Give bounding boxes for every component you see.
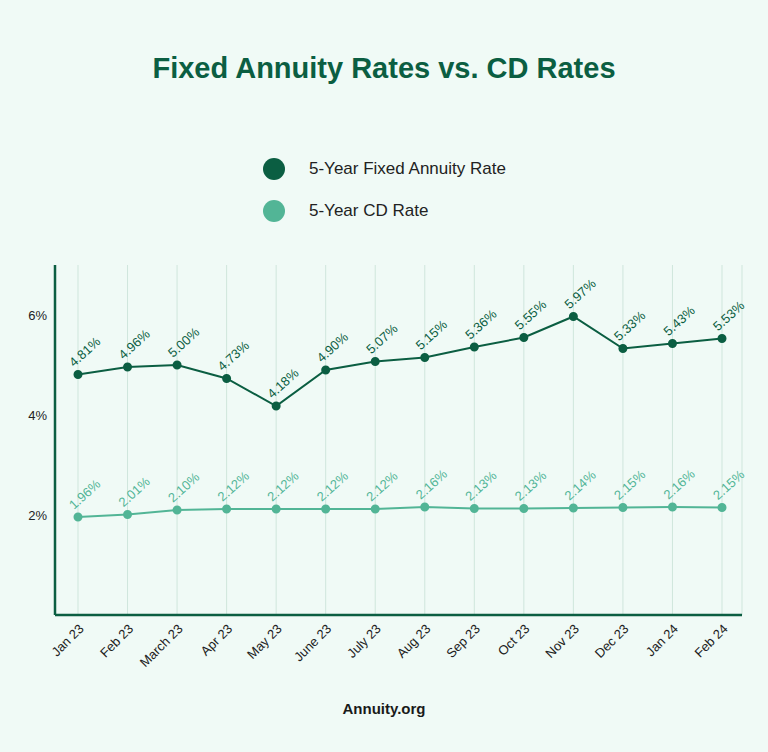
- svg-text:5.07%: 5.07%: [363, 321, 401, 357]
- svg-text:5.15%: 5.15%: [413, 317, 451, 353]
- svg-text:2.16%: 2.16%: [660, 466, 698, 502]
- html-text:5-Year Fixed Annuity Rate: 5-Year Fixed Annuity Rate: [309, 159, 506, 178]
- svg-text:6%: 6%: [28, 308, 47, 323]
- svg-text:4.81%: 4.81%: [66, 334, 104, 370]
- svg-text:June 23: June 23: [291, 621, 334, 664]
- svg-text:2%: 2%: [28, 508, 47, 523]
- svg-text:2.16%: 2.16%: [413, 466, 451, 502]
- svg-text:5.33%: 5.33%: [611, 308, 649, 344]
- svg-text:1.96%: 1.96%: [66, 476, 104, 512]
- svg-text:Feb 23: Feb 23: [97, 621, 136, 660]
- svg-text:Dec 23: Dec 23: [592, 621, 632, 661]
- svg-text:5.55%: 5.55%: [512, 297, 550, 333]
- html-text:Fixed Annuity Rates vs. CD Rat: Fixed Annuity Rates vs. CD Rates: [152, 52, 616, 84]
- svg-text:May 23: May 23: [244, 621, 285, 662]
- html-text:5-Year CD Rate: 5-Year CD Rate: [309, 201, 429, 220]
- svg-text:5.00%: 5.00%: [165, 324, 203, 360]
- svg-text:July 23: July 23: [344, 621, 384, 661]
- svg-text:5.36%: 5.36%: [462, 306, 500, 342]
- svg-text:2.13%: 2.13%: [512, 468, 550, 504]
- svg-text:Oct 23: Oct 23: [495, 621, 533, 659]
- svg-text:2.10%: 2.10%: [165, 469, 203, 505]
- svg-text:4.18%: 4.18%: [264, 365, 302, 401]
- svg-text:2.12%: 2.12%: [215, 468, 253, 504]
- svg-text:5.97%: 5.97%: [561, 276, 599, 312]
- svg-text:2.12%: 2.12%: [363, 468, 401, 504]
- svg-text:Aug 23: Aug 23: [394, 621, 434, 661]
- svg-text:Feb 24: Feb 24: [691, 621, 730, 660]
- svg-text:5.53%: 5.53%: [710, 298, 748, 334]
- svg-text:2.13%: 2.13%: [462, 468, 500, 504]
- svg-text:March 23: March 23: [137, 621, 186, 670]
- html-text:Annuity.org: Annuity.org: [342, 700, 426, 717]
- svg-text:Jan 23: Jan 23: [48, 621, 86, 659]
- svg-text:Apr 23: Apr 23: [198, 621, 236, 659]
- svg-text:2.12%: 2.12%: [264, 468, 302, 504]
- svg-text:4.96%: 4.96%: [116, 326, 154, 362]
- svg-text:Nov 23: Nov 23: [542, 621, 582, 661]
- svg-text:4%: 4%: [28, 408, 47, 423]
- svg-text:4.90%: 4.90%: [314, 329, 352, 365]
- svg-text:2.14%: 2.14%: [561, 467, 599, 503]
- svg-text:4.73%: 4.73%: [215, 338, 253, 374]
- svg-text:2.15%: 2.15%: [710, 467, 748, 503]
- svg-text:5.43%: 5.43%: [660, 303, 698, 339]
- svg-text:2.12%: 2.12%: [314, 468, 352, 504]
- svg-text:Jan 24: Jan 24: [643, 621, 681, 659]
- svg-text:2.15%: 2.15%: [611, 467, 649, 503]
- svg-text:2.01%: 2.01%: [116, 474, 154, 510]
- svg-text:Sep 23: Sep 23: [443, 621, 483, 661]
